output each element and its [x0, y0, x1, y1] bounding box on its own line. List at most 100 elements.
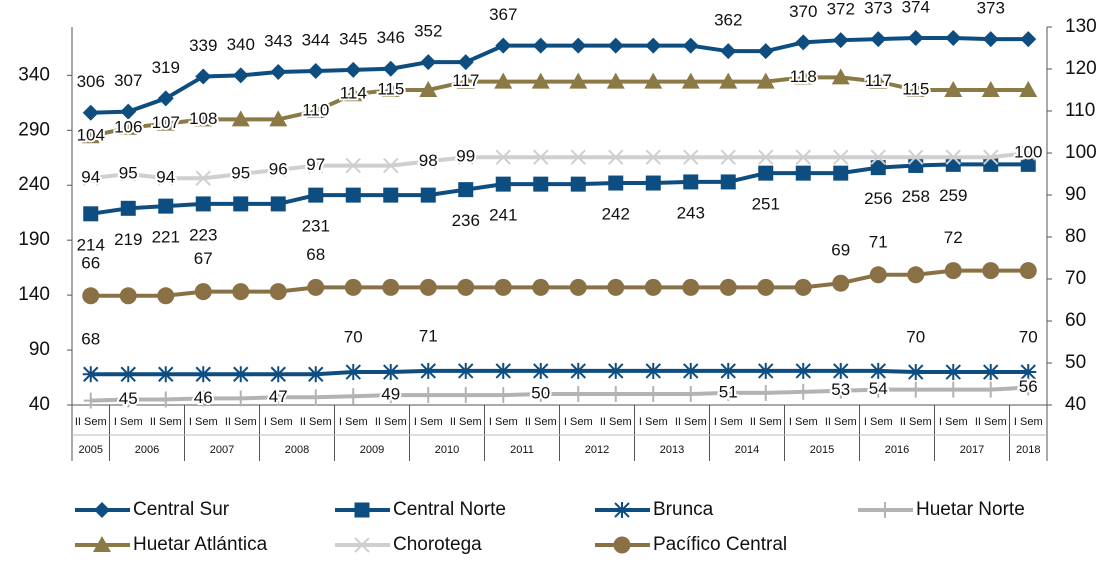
marker	[833, 165, 849, 181]
marker	[232, 366, 249, 383]
data-label: 53	[831, 380, 850, 399]
marker	[82, 104, 99, 121]
x-tick-label: II Sem	[300, 416, 332, 428]
data-label: 373	[864, 0, 892, 18]
x-group-label: 2016	[885, 444, 909, 456]
marker	[232, 283, 250, 301]
marker	[608, 149, 624, 165]
x-tick-label: I Sem	[714, 416, 743, 428]
marker	[194, 110, 213, 127]
marker	[195, 68, 212, 85]
x-group-label: 2010	[435, 444, 459, 456]
marker	[758, 149, 774, 165]
marker	[233, 390, 248, 407]
marker	[307, 278, 325, 296]
marker	[571, 386, 586, 403]
marker	[532, 37, 549, 54]
marker	[195, 170, 211, 186]
marker	[307, 62, 324, 79]
data-label: 49	[381, 385, 400, 404]
marker	[121, 391, 136, 408]
marker-stroke	[420, 153, 436, 170]
marker	[532, 362, 549, 379]
marker	[906, 81, 925, 97]
series-line	[90, 368, 1029, 377]
marker	[795, 165, 811, 181]
y-tick-label: 190	[18, 229, 50, 250]
marker	[644, 72, 663, 89]
marker	[269, 283, 287, 301]
marker	[83, 392, 98, 409]
marker	[532, 278, 550, 296]
marker	[420, 187, 436, 203]
marker	[908, 157, 924, 173]
x-tick-label: I Sem	[114, 416, 143, 428]
marker	[570, 149, 586, 165]
marker	[383, 157, 399, 174]
data-label: 231	[302, 217, 330, 236]
marker	[157, 366, 174, 383]
marker	[231, 110, 250, 127]
series-line	[90, 151, 1029, 181]
x-tick-label: I Sem	[864, 416, 893, 428]
marker	[457, 362, 474, 379]
data-label: 98	[419, 151, 438, 170]
marker	[796, 383, 811, 400]
marker	[381, 81, 400, 97]
marker-stroke	[195, 170, 211, 186]
marker	[82, 366, 99, 383]
marker	[613, 536, 631, 554]
marker	[420, 362, 437, 379]
marker-stroke	[608, 149, 624, 165]
data-label: 115	[377, 79, 404, 98]
data-label: 106	[114, 117, 142, 136]
y-tick-label: 340	[18, 64, 50, 85]
marker	[646, 386, 661, 403]
x-group-label: 2012	[585, 444, 609, 456]
y2-tick-label: 100	[1065, 142, 1097, 163]
marker	[308, 187, 324, 203]
marker	[419, 278, 437, 296]
legend-label: Central Norte	[393, 499, 506, 520]
marker-stroke	[495, 149, 511, 165]
marker	[570, 362, 587, 379]
data-label: 96	[269, 159, 288, 178]
data-label: 256	[864, 189, 892, 208]
x-group-label: 2015	[810, 444, 834, 456]
marker	[645, 149, 661, 165]
marker	[878, 502, 892, 518]
y2-tick-label: 90	[1065, 184, 1086, 205]
data-label: 99	[456, 147, 475, 166]
marker	[93, 536, 111, 552]
marker	[157, 90, 174, 107]
marker	[344, 85, 363, 102]
data-label: 108	[189, 109, 217, 128]
marker	[907, 29, 924, 46]
data-label: 54	[869, 379, 888, 398]
marker	[570, 176, 586, 192]
y2-tick-label: 120	[1065, 58, 1097, 79]
data-label: 68	[81, 330, 100, 349]
marker	[869, 266, 887, 284]
x-tick-label: II Sem	[525, 416, 557, 428]
marker	[346, 388, 361, 405]
x-group-label: 2005	[79, 444, 103, 456]
marker-stroke	[1020, 145, 1036, 161]
marker	[195, 366, 212, 383]
marker	[720, 362, 737, 379]
marker	[271, 389, 286, 406]
y2-tick-label: 70	[1065, 268, 1086, 289]
marker	[683, 149, 699, 165]
data-label: 68	[306, 245, 325, 264]
x-tick-label: I Sem	[414, 416, 443, 428]
marker	[682, 278, 700, 296]
marker	[795, 362, 812, 379]
marker-stroke	[908, 149, 924, 165]
y-tick-label: 40	[29, 394, 50, 415]
marker	[832, 32, 849, 49]
marker	[531, 72, 550, 89]
marker	[907, 364, 924, 381]
marker	[1020, 364, 1037, 381]
data-label: 367	[489, 5, 517, 24]
marker	[383, 187, 399, 203]
